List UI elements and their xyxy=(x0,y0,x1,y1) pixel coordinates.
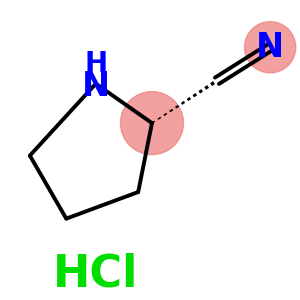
Text: N: N xyxy=(256,31,284,64)
Text: HCl: HCl xyxy=(53,252,139,295)
Text: N: N xyxy=(82,70,110,103)
Circle shape xyxy=(121,92,184,154)
Circle shape xyxy=(244,22,296,73)
Text: H: H xyxy=(84,50,107,78)
